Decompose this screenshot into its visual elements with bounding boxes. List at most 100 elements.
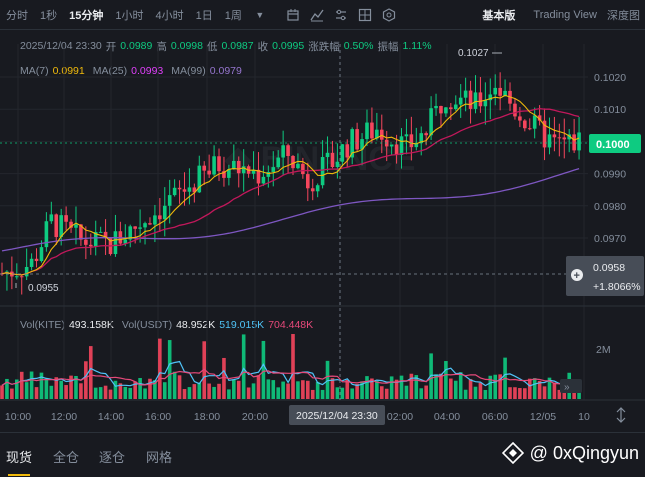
volume-bar bbox=[557, 389, 562, 399]
time-axis: 10:00 12:00 14:00 16:00 18:00 20:00 02:00 04:00… bbox=[5, 411, 590, 423]
candle-body bbox=[572, 134, 576, 151]
candle-body bbox=[301, 163, 305, 175]
interval-1h[interactable]: 1小时 bbox=[115, 9, 144, 22]
volume-bar bbox=[468, 379, 473, 399]
candle-body bbox=[424, 133, 428, 136]
candle-body bbox=[123, 239, 128, 244]
scroll-latest-button[interactable] bbox=[560, 379, 582, 393]
interval-time[interactable]: 分时 bbox=[6, 9, 28, 22]
binance-watermark-logo: ◆ BINANCE bbox=[224, 140, 416, 178]
volume-bar bbox=[266, 379, 271, 399]
candle-body bbox=[537, 115, 542, 121]
time-axis-label: 10 bbox=[578, 411, 590, 423]
candle-body bbox=[498, 87, 502, 96]
candle-body bbox=[330, 152, 335, 168]
view-basic[interactable]: 基本版 bbox=[482, 10, 516, 22]
candle-body bbox=[523, 120, 527, 129]
volume-bar bbox=[271, 380, 276, 399]
volume-bar bbox=[419, 388, 424, 399]
current-price-tag bbox=[589, 134, 641, 153]
tab-isolated[interactable]: 逐仓 bbox=[99, 450, 126, 465]
volume-bar bbox=[246, 387, 251, 399]
candle-body bbox=[468, 90, 473, 109]
volume-bar bbox=[429, 353, 433, 399]
volume-bar bbox=[320, 389, 325, 399]
binance-square-icon bbox=[501, 442, 524, 464]
candle-body bbox=[98, 231, 103, 233]
tab-cross[interactable]: 全仓 bbox=[53, 450, 80, 465]
watermark: @ 0xQingyun bbox=[501, 438, 639, 468]
volume-ma1-line bbox=[1, 360, 580, 387]
interval-1s[interactable]: 1秒 bbox=[40, 9, 58, 22]
candle-body bbox=[256, 169, 261, 184]
volume-bar bbox=[217, 383, 221, 399]
settings-icon[interactable] bbox=[334, 8, 348, 22]
volume-bar bbox=[547, 377, 552, 399]
volume-bar bbox=[232, 379, 236, 399]
volume-bar bbox=[394, 379, 399, 399]
candle-body bbox=[493, 87, 498, 95]
candle-body bbox=[158, 215, 162, 220]
view-depth[interactable]: 深度图 bbox=[607, 10, 640, 22]
candle-body bbox=[518, 116, 522, 121]
candle-body bbox=[513, 103, 517, 117]
low-value: 0.0987 bbox=[221, 40, 254, 52]
volume-bar bbox=[29, 371, 34, 399]
candle-body bbox=[207, 170, 211, 175]
candles bbox=[0, 72, 581, 295]
candle-body bbox=[14, 276, 19, 278]
candle-body bbox=[212, 156, 216, 175]
volume-bar bbox=[177, 375, 182, 399]
time-axis-label: 20:00 bbox=[242, 411, 268, 423]
ma7-line bbox=[1, 94, 580, 276]
volume-bar bbox=[207, 383, 211, 399]
time-axis-label: 02:00 bbox=[387, 411, 413, 423]
tab-grid[interactable]: 网格 bbox=[146, 450, 173, 465]
volume-bar bbox=[108, 389, 113, 399]
interval-1w[interactable]: 1周 bbox=[224, 9, 242, 22]
volume-bar bbox=[123, 386, 128, 399]
volume-bar bbox=[291, 334, 295, 399]
double-chevron-icon: » bbox=[564, 382, 570, 393]
volume-bar bbox=[10, 388, 14, 399]
volume-bar bbox=[153, 380, 157, 399]
candle-type-icon[interactable] bbox=[286, 8, 300, 22]
candle-body bbox=[434, 105, 438, 109]
volume-bar bbox=[379, 386, 384, 399]
candle-body bbox=[350, 129, 354, 158]
volume-bar bbox=[14, 379, 19, 399]
volume-bar bbox=[513, 387, 517, 399]
volume-bar bbox=[182, 389, 187, 399]
candle-body bbox=[527, 128, 532, 130]
volume-bar bbox=[439, 373, 443, 399]
volume-bar bbox=[69, 375, 73, 399]
interval-4h[interactable]: 4小时 bbox=[155, 9, 184, 22]
price-axis-label: 0.1010 bbox=[594, 104, 626, 116]
candle-body bbox=[34, 258, 39, 262]
reset-scale-icon[interactable] bbox=[616, 407, 626, 423]
candle-body bbox=[49, 214, 54, 222]
target-icon[interactable] bbox=[382, 7, 396, 22]
vol-ma1-value: 519.015K bbox=[219, 319, 265, 331]
volume-bar bbox=[498, 374, 502, 399]
add-alert-icon[interactable] bbox=[571, 269, 583, 281]
volume-bar bbox=[34, 387, 39, 399]
volume-bar bbox=[167, 340, 172, 399]
interval-1d[interactable]: 1日 bbox=[195, 9, 213, 22]
volume-bar bbox=[434, 374, 438, 399]
volume-bar bbox=[483, 389, 488, 399]
indicator-icon[interactable] bbox=[310, 8, 324, 22]
volume-bar bbox=[370, 378, 374, 399]
candle-body bbox=[394, 144, 399, 156]
interval-15m[interactable]: 15分钟 bbox=[69, 9, 104, 22]
candle-body bbox=[148, 223, 152, 225]
view-tradingview[interactable]: Trading View bbox=[533, 9, 597, 21]
volume-bar bbox=[365, 376, 369, 399]
current-price-value: 0.1000 bbox=[596, 139, 630, 151]
layout-icon[interactable] bbox=[358, 8, 372, 22]
tab-spot[interactable]: 现货 bbox=[6, 447, 32, 476]
chevron-down-icon[interactable]: ▼ bbox=[255, 9, 265, 20]
candlestick-chart[interactable]: ◆ BINANCE 0.1027 0.0955 0.1020 0.1010 0.10… bbox=[0, 30, 645, 432]
volume-bar bbox=[360, 381, 364, 399]
candle-body bbox=[542, 120, 547, 148]
